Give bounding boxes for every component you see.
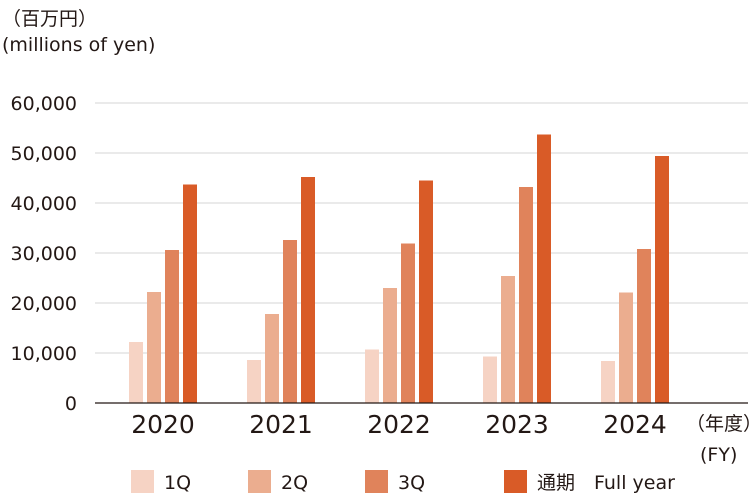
x-tick-label: 2021 bbox=[249, 410, 313, 439]
bar-2020-4 bbox=[183, 184, 197, 403]
legend-label: 3Q bbox=[398, 472, 425, 494]
y-tick-label: 60,000 bbox=[11, 93, 77, 115]
bar-2024-1 bbox=[601, 361, 615, 403]
bar-2023-4 bbox=[537, 134, 551, 403]
unit-label-en: (millions of yen) bbox=[2, 34, 156, 56]
fiscal-year-label-ja: （年度） bbox=[686, 413, 750, 435]
legend-swatch bbox=[365, 470, 388, 493]
y-tick-label: 40,000 bbox=[11, 193, 77, 215]
bar-2020-3 bbox=[165, 250, 179, 403]
legend-label: 通期 Full year bbox=[537, 472, 675, 494]
y-tick-label: 0 bbox=[65, 393, 77, 415]
legend-label: 2Q bbox=[281, 472, 308, 494]
y-tick-label: 20,000 bbox=[11, 293, 77, 315]
bars bbox=[129, 134, 669, 403]
bar-2022-4 bbox=[419, 180, 433, 403]
bar-2021-4 bbox=[301, 177, 315, 403]
bar-2020-1 bbox=[129, 342, 143, 403]
y-tick-label: 50,000 bbox=[11, 143, 77, 165]
legend-swatch bbox=[248, 470, 271, 493]
fiscal-year-label-en: (FY) bbox=[700, 444, 737, 466]
x-tick-label: 2024 bbox=[603, 410, 667, 439]
y-tick-label: 30,000 bbox=[11, 243, 77, 265]
legend: 1Q 2Q 3Q 通期 Full year bbox=[131, 470, 675, 494]
bar-2023-3 bbox=[519, 187, 533, 403]
x-tick-label: 2020 bbox=[131, 410, 195, 439]
bar-2021-1 bbox=[247, 360, 261, 403]
bar-2024-4 bbox=[655, 156, 669, 403]
bar-2024-3 bbox=[637, 249, 651, 403]
y-axis-ticks: 0 10,000 20,000 30,000 40,000 50,000 60,000 bbox=[11, 93, 77, 415]
legend-label: 1Q bbox=[164, 472, 191, 494]
bar-2023-2 bbox=[501, 276, 515, 403]
bar-2022-2 bbox=[383, 288, 397, 403]
legend-swatch bbox=[504, 470, 527, 493]
bar-2024-2 bbox=[619, 292, 633, 403]
bar-2022-1 bbox=[365, 349, 379, 403]
x-tick-label: 2022 bbox=[367, 410, 431, 439]
bar-2023-1 bbox=[483, 356, 497, 403]
bar-2021-3 bbox=[283, 240, 297, 403]
y-tick-label: 10,000 bbox=[11, 343, 77, 365]
bar-2020-2 bbox=[147, 292, 161, 403]
bar-2022-3 bbox=[401, 243, 415, 403]
x-tick-label: 2023 bbox=[485, 410, 549, 439]
x-axis-ticks: 2020 2021 2022 2023 2024 bbox=[131, 410, 667, 439]
unit-label-ja: （百万円） bbox=[2, 8, 98, 30]
legend-swatch bbox=[131, 470, 154, 493]
bar-2021-2 bbox=[265, 314, 279, 403]
